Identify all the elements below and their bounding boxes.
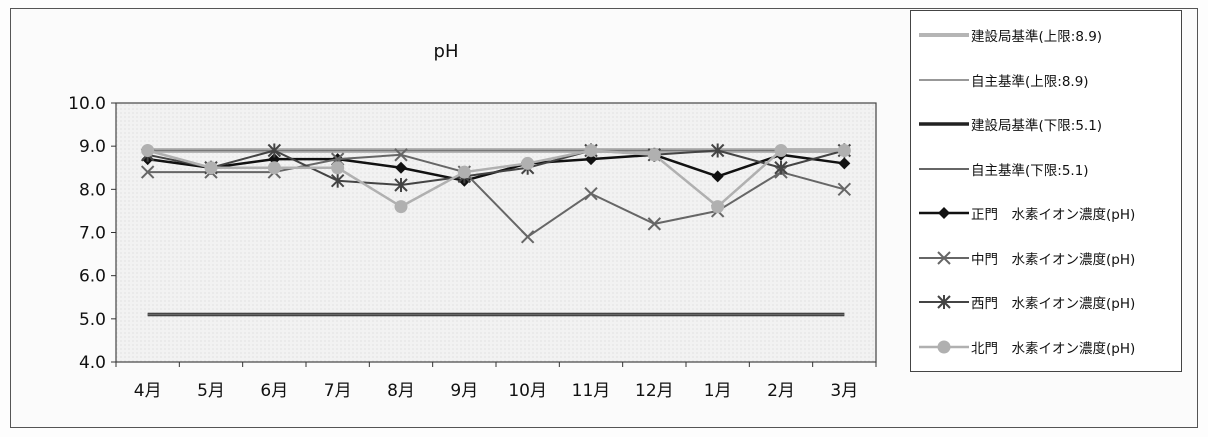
- x-tick-label: 6月: [260, 381, 288, 401]
- data-point: [837, 143, 851, 157]
- y-tick-label: 6.0: [79, 267, 106, 287]
- y-tick-label: 7.0: [79, 224, 106, 244]
- x-tick-label: 3月: [830, 381, 858, 401]
- data-point: [395, 161, 407, 174]
- legend: 建設局基準(上限:8.9) 自主基準(上限:8.9) 建設局基準(下限:5.1) 自主…: [910, 10, 1182, 372]
- legend-item: 西門 水素イオン濃度(pH): [919, 290, 1135, 314]
- legend-item: 北門 水素イオン濃度(pH): [919, 335, 1135, 359]
- legend-swatch: [919, 167, 969, 170]
- legend-swatch: [919, 122, 969, 126]
- plot-area: 4.0 5.0 6.0 7.0 8.0 9.0 10.0 4月 5月 6月 7月 8月 9月 10月 11月…: [68, 94, 877, 401]
- data-point: [204, 161, 218, 175]
- y-tick-label: 5.0: [79, 310, 106, 330]
- legend-label: 西門 水素イオン濃度(pH): [971, 296, 1136, 312]
- data-point: [394, 148, 408, 162]
- legend-swatch: [919, 207, 969, 219]
- legend-item: 建設局基準(下限:5.1): [919, 112, 1102, 136]
- series-line: [147, 149, 845, 208]
- chart-title: pH: [434, 41, 459, 62]
- data-point: [774, 160, 788, 175]
- x-tick-label: 2月: [767, 381, 795, 401]
- x-tick-label: 10月: [508, 381, 547, 401]
- data-point: [584, 186, 598, 201]
- legend-item: 中門 水素イオン濃度(pH): [919, 246, 1135, 270]
- legend-label: 中門 水素イオン濃度(pH): [971, 251, 1136, 268]
- legend-swatch: [919, 340, 969, 353]
- legend-marker: [937, 340, 951, 353]
- data-point: [711, 200, 725, 214]
- data-point: [647, 217, 662, 231]
- data-point: [520, 230, 535, 244]
- data-point: [711, 170, 724, 183]
- data-point: [141, 143, 155, 157]
- data-point: [837, 182, 852, 197]
- data-point: [331, 161, 345, 175]
- legend-swatch: [919, 295, 969, 309]
- x-tick-label: 12月: [635, 381, 674, 401]
- y-tick-label: 8.0: [79, 180, 106, 200]
- y-tick-label: 9.0: [79, 137, 106, 157]
- legend-label: 北門 水素イオン濃度(pH): [971, 340, 1136, 357]
- legend-label: 正門 水素イオン濃度(pH): [971, 207, 1136, 223]
- x-tick-label: 9月: [450, 381, 478, 401]
- x-tick-label: 1月: [704, 381, 732, 401]
- x-tick-label: 4月: [134, 381, 162, 401]
- x-tick-label: 5月: [197, 381, 225, 401]
- legend-label: 自主基準(上限:8.9): [971, 73, 1089, 90]
- series-7: [141, 143, 851, 214]
- legend-swatch: [919, 78, 969, 81]
- x-tick-label: 7月: [324, 381, 352, 401]
- data-point: [394, 200, 408, 214]
- legend-marker: [937, 250, 951, 265]
- x-tick-label: 8月: [387, 381, 415, 401]
- series-line: [147, 149, 845, 187]
- data-point: [330, 173, 345, 188]
- data-point: [710, 143, 725, 158]
- plot-background: [115, 102, 877, 363]
- legend-marker: [938, 207, 950, 219]
- legend-item: 自主基準(上限:8.9): [919, 68, 1089, 92]
- data-point: [647, 148, 661, 162]
- legend-swatch: [919, 33, 969, 37]
- y-tick-label: 10.0: [68, 94, 106, 114]
- legend-swatch: [919, 250, 969, 265]
- legend-item: 自主基準(下限:5.1): [919, 157, 1089, 181]
- legend-label: 建設局基準(下限:5.1): [971, 118, 1103, 134]
- series-line: [147, 153, 845, 238]
- data-point: [457, 165, 471, 179]
- data-point: [521, 156, 535, 170]
- data-point: [267, 143, 282, 158]
- legend-label: 建設局基準(上限:8.9): [971, 29, 1103, 45]
- legend-item: 正門 水素イオン濃度(pH): [919, 201, 1135, 225]
- data-point: [267, 161, 281, 175]
- data-point: [394, 178, 408, 193]
- data-point: [774, 143, 788, 157]
- legend-label: 自主基準(下限:5.1): [971, 162, 1089, 179]
- data-point: [838, 157, 851, 170]
- data-point: [584, 143, 598, 157]
- y-tick-label: 4.0: [79, 353, 106, 373]
- data-point: [140, 165, 155, 179]
- x-tick-label: 11月: [572, 381, 611, 401]
- legend-marker: [937, 295, 951, 309]
- legend-item: 建設局基準(上限:8.9): [919, 23, 1102, 47]
